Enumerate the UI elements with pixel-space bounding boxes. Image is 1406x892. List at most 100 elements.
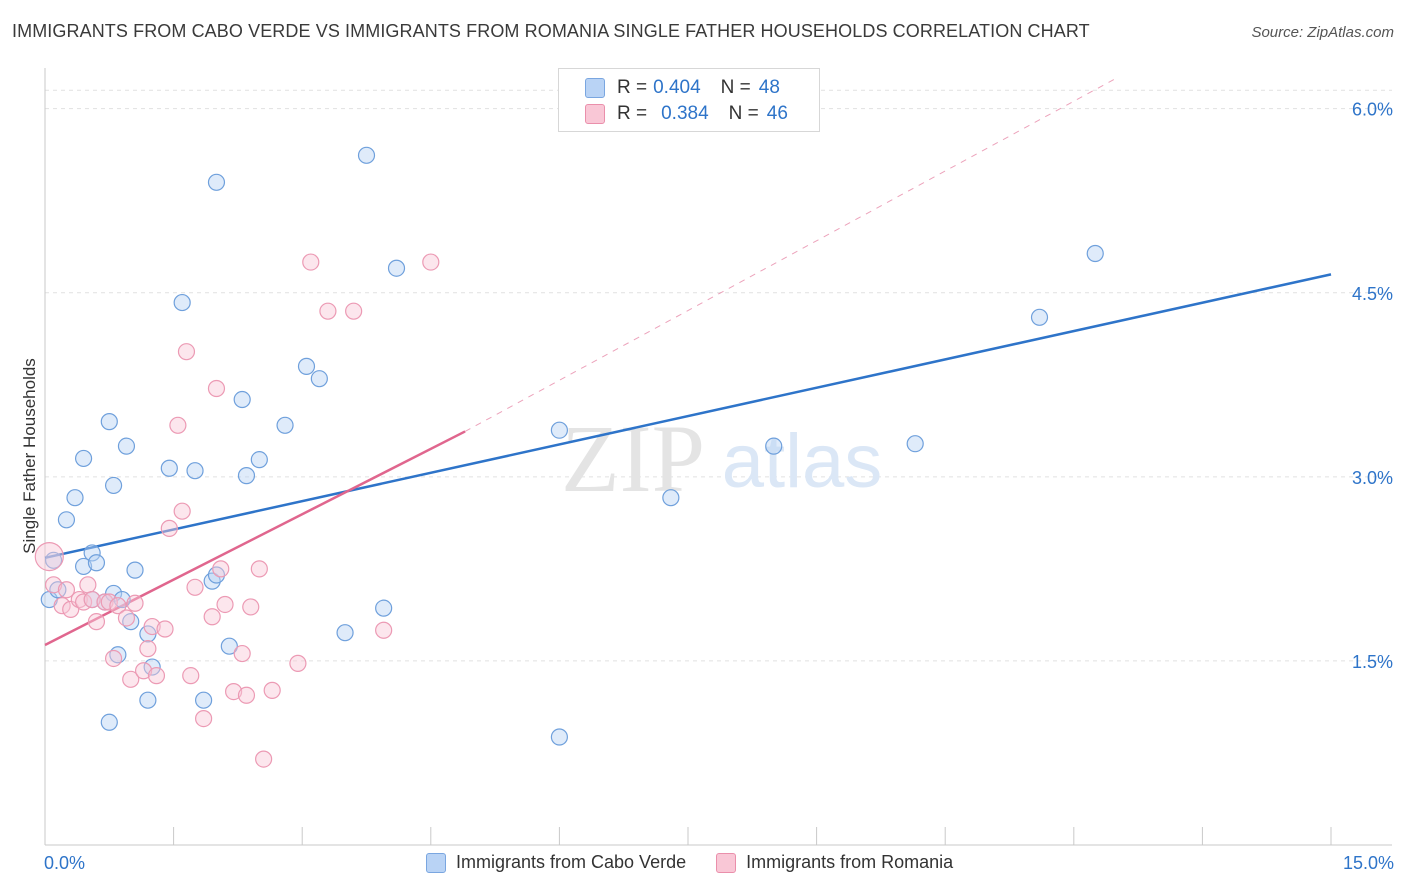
data-point-romania	[242, 598, 260, 616]
y-tick-label: 3.0%	[1352, 468, 1393, 488]
legend-n-value-romania: 46	[766, 103, 788, 124]
data-point-cabo-verde	[310, 370, 328, 388]
data-point-cabo-verde	[357, 146, 376, 164]
legend-swatch-romania	[585, 104, 605, 124]
y-tick-label: 6.0%	[1352, 100, 1393, 120]
data-point-romania	[147, 667, 166, 685]
legend-r-label: R =	[617, 77, 648, 98]
data-point-romania	[375, 621, 393, 639]
data-point-romania	[216, 595, 234, 614]
data-point-romania	[79, 576, 97, 594]
data-point-cabo-verde	[44, 551, 63, 569]
data-point-cabo-verde	[117, 437, 136, 455]
data-point-cabo-verde	[74, 557, 93, 576]
trend-lines	[44, 77, 1332, 647]
data-point-romania	[104, 649, 123, 668]
data-point-cabo-verde	[83, 544, 101, 562]
data-point-romania	[319, 302, 337, 320]
trend-line-romania-extension	[464, 77, 1117, 432]
data-point-cabo-verde	[173, 293, 191, 312]
data-point-romania	[134, 662, 153, 680]
data-point-cabo-verde	[662, 489, 680, 507]
data-point-romania	[186, 578, 204, 596]
data-point-romania	[44, 576, 63, 594]
legend-r-value-romania: 0.384	[661, 103, 709, 124]
data-point-cabo-verde	[195, 691, 213, 709]
trend-line-romania	[44, 430, 466, 647]
data-point-romania	[156, 620, 174, 638]
y-tick-labels: 1.5% 3.0% 4.5% 6.0%	[1352, 100, 1393, 672]
data-point-cabo-verde	[387, 259, 406, 277]
data-point-romania	[83, 590, 101, 609]
data-point-cabo-verde	[87, 554, 106, 572]
data-point-romania	[160, 519, 178, 537]
data-point-romania	[100, 593, 118, 611]
series-legend-swatch-romania	[716, 852, 737, 873]
data-point-romania	[122, 670, 140, 688]
trend-line-cabo-verde	[44, 273, 1332, 560]
watermark-atlas: atlas	[722, 419, 883, 504]
data-point-romania	[255, 750, 273, 768]
data-point-cabo-verde	[765, 437, 783, 455]
data-point-romania	[225, 682, 243, 701]
series-legend: Immigrants from Cabo Verde Immigrants fr…	[426, 852, 983, 873]
legend-r-value-cabo-verde: 0.404	[653, 77, 701, 98]
data-point-romania	[173, 502, 191, 520]
data-point-romania	[212, 560, 230, 578]
data-point-cabo-verde	[250, 451, 268, 469]
watermark-zip: ZIP	[561, 405, 705, 512]
data-point-romania	[62, 600, 80, 618]
data-point-romania	[250, 560, 268, 578]
data-point-cabo-verde	[126, 561, 144, 579]
source-label: Source: ZipAtlas.com	[1251, 24, 1394, 41]
data-point-romania	[87, 613, 106, 631]
data-point-romania	[169, 416, 187, 434]
series-legend-item-cabo-verde: Immigrants from Cabo Verde	[426, 852, 686, 873]
data-point-cabo-verde	[66, 489, 84, 507]
data-point-cabo-verde	[906, 435, 924, 453]
y-tick-label: 1.5%	[1352, 652, 1393, 672]
series-legend-label-romania: Immigrants from Romania	[746, 852, 954, 872]
data-point-cabo-verde	[297, 357, 316, 375]
legend-n-value-cabo-verde: 48	[758, 77, 780, 98]
data-point-cabo-verde	[220, 637, 238, 655]
data-point-romania	[182, 667, 200, 685]
legend-row-romania: R = 0.384 N = 46	[585, 102, 788, 126]
series-legend-swatch-cabo-verde	[426, 852, 446, 873]
data-point-cabo-verde	[57, 511, 76, 529]
data-point-romania	[143, 617, 161, 636]
series-legend-item-romania: Immigrants from Romania	[716, 852, 953, 873]
data-point-cabo-verde	[550, 728, 569, 746]
data-point-romania	[139, 640, 157, 658]
data-point-romania	[195, 709, 213, 728]
grid-lines	[45, 89, 1392, 662]
axes	[44, 68, 1392, 846]
data-point-romania	[57, 581, 76, 599]
x-tick-label-max: 15.0%	[1342, 853, 1394, 873]
data-point-romania	[263, 681, 281, 699]
legend-n-label: N =	[720, 77, 751, 98]
data-point-romania	[117, 609, 136, 627]
data-point-romania	[109, 597, 127, 615]
data-point-cabo-verde	[143, 658, 161, 676]
data-point-cabo-verde	[237, 467, 256, 485]
data-point-cabo-verde	[336, 624, 354, 642]
data-point-cabo-verde	[276, 416, 294, 434]
data-point-romania	[233, 644, 251, 663]
watermark: ZIP atlas	[561, 405, 882, 512]
data-point-romania	[53, 597, 71, 615]
data-point-romania	[34, 542, 64, 572]
data-point-cabo-verde	[100, 413, 118, 431]
series-legend-label-cabo-verde: Immigrants from Cabo Verde	[456, 852, 687, 872]
data-point-romania	[207, 379, 226, 398]
data-point-cabo-verde	[74, 449, 93, 468]
data-point-romania	[96, 593, 114, 611]
legend-r-label: R =	[617, 103, 648, 124]
data-point-romania	[302, 253, 320, 271]
data-point-cabo-verde	[550, 421, 569, 439]
data-point-cabo-verde	[186, 462, 204, 480]
data-point-cabo-verde	[1086, 244, 1104, 263]
legend-n-label: N =	[728, 103, 759, 124]
x-tick-label-min: 0.0%	[44, 853, 86, 873]
